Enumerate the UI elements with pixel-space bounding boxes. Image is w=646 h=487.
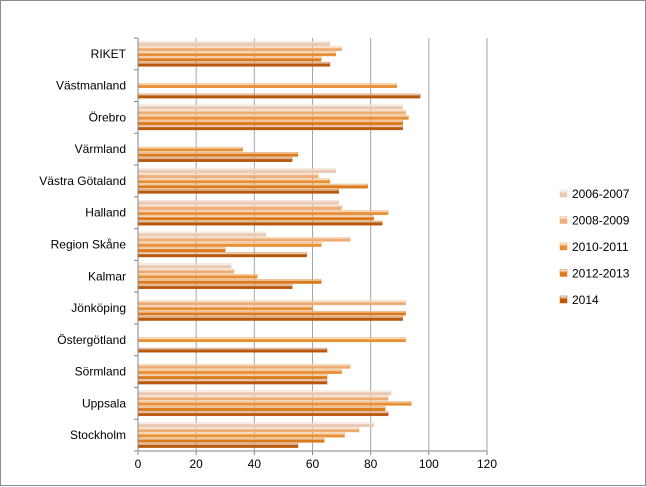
bar-region-skåne-2012-2013 [137,247,226,253]
bar-jönköping-2010-2011 [137,305,313,311]
bar-stockholm-2010-2011 [137,432,345,438]
legend: 2006-2007 2008-2009 2010-2011 2012-2013 2014 [559,187,630,307]
bar-sörmland-2014 [137,379,328,385]
bar-sörmland-2010-2011 [137,369,342,374]
bar-västra-götaland-2010-2011 [137,178,331,184]
bar-stockholm-2008-2009 [137,427,360,433]
bar-sörmland-2008-2009 [137,364,351,369]
category-label: Kalmar [88,269,126,283]
bar-västra-götaland-2008-2009 [137,173,319,179]
bar-riket-2012-2013 [137,56,322,62]
bar-riket-2008-2009 [137,46,342,51]
legend-swatch [559,242,568,251]
category-label: Sörmland [75,365,126,379]
bar-örebro-2010-2011 [137,115,409,120]
bar-uppsala-2012-2013 [137,406,386,411]
legend-swatch [559,269,568,277]
bar-örebro-2012-2013 [137,120,403,125]
bar-jönköping-2008-2009 [137,300,406,306]
bar-uppsala-2014 [137,411,389,417]
legend-swatch [559,216,568,224]
bar-riket-2014 [137,61,331,67]
legend-label: 2010-2011 [572,240,629,254]
category-label: Jönköping [71,301,126,315]
bar-örebro-2014 [137,125,403,131]
bar-kalmar-2010-2011 [137,273,258,279]
category-label: Västra Götaland [39,174,126,188]
legend-label: 2006-2007 [572,187,630,201]
bar-region-skåne-2006-2007 [137,231,267,237]
bar-kalmar-2014 [137,284,293,289]
bar-kalmar-2008-2009 [137,268,235,274]
legend-label: 2012-2013 [572,267,630,281]
x-tick-labels: 0 20 40 60 80 100 120 [135,457,498,471]
category-label: Uppsala [82,396,126,410]
legend-label: 2008-2009 [572,214,630,228]
bar-västmanland-2014 [137,93,421,99]
category-label: Värmland [75,142,126,156]
axes [134,37,488,455]
x-tick-label: 80 [364,457,378,471]
bar-jönköping-2014 [137,316,403,321]
x-tick-label: 100 [419,457,439,471]
bar-östergötland-2010-2011 [137,337,406,343]
x-tick-label: 40 [248,457,262,471]
bar-västra-götaland-2006-2007 [137,168,336,173]
bar-örebro-2006-2007 [137,104,403,110]
legend-swatch [559,189,568,198]
bars [137,41,421,448]
bar-västra-götaland-2012-2013 [137,183,368,189]
bar-halland-2006-2007 [137,200,339,205]
bar-riket-2006-2007 [137,41,331,46]
bar-värmland-2012-2013 [137,152,299,157]
bar-kalmar-2012-2013 [137,279,322,284]
category-label: RIKET [91,47,127,61]
bar-halland-2010-2011 [137,210,389,216]
x-tick-label: 20 [189,457,203,471]
bar-riket-2010-2011 [137,51,336,57]
bar-värmland-2014 [137,157,293,162]
bar-region-skåne-2010-2011 [137,242,322,247]
bar-östergötland-2014 [137,347,328,353]
bar-stockholm-2012-2013 [137,438,325,443]
category-label: Stockholm [70,428,126,442]
category-label: Region Skåne [51,238,127,252]
bar-stockholm-2006-2007 [137,422,374,428]
bar-västmanland-2010-2011 [137,83,398,88]
bar-jönköping-2012-2013 [137,310,406,316]
bar-kalmar-2006-2007 [137,263,232,269]
x-tick-label: 0 [135,457,142,471]
bar-sörmland-2012-2013 [137,374,328,380]
x-tick-label: 120 [477,457,497,471]
bar-halland-2014 [137,220,383,226]
bar-stockholm-2014 [137,443,299,448]
bar-region-skåne-2014 [137,252,307,258]
bar-uppsala-2010-2011 [137,401,412,406]
category-label: Västmanland [56,79,126,93]
bar-halland-2012-2013 [137,215,374,221]
legend-label: 2014 [572,293,599,307]
bar-västra-götaland-2014 [137,189,339,194]
category-labels: RIKET Västmanland Örebro Värmland Västra Göt… [39,47,126,442]
bar-örebro-2008-2009 [137,109,406,115]
bar-halland-2008-2009 [137,205,342,210]
category-label: Örebro [89,110,127,124]
bar-värmland-2010-2011 [137,146,243,152]
bar-region-skåne-2008-2009 [137,236,351,242]
bar-uppsala-2008-2009 [137,395,389,401]
x-tick-label: 60 [306,457,320,471]
category-label: Östergötland [57,333,126,347]
category-label: Halland [85,206,126,220]
legend-swatch [559,295,568,304]
bar-uppsala-2006-2007 [137,390,392,396]
